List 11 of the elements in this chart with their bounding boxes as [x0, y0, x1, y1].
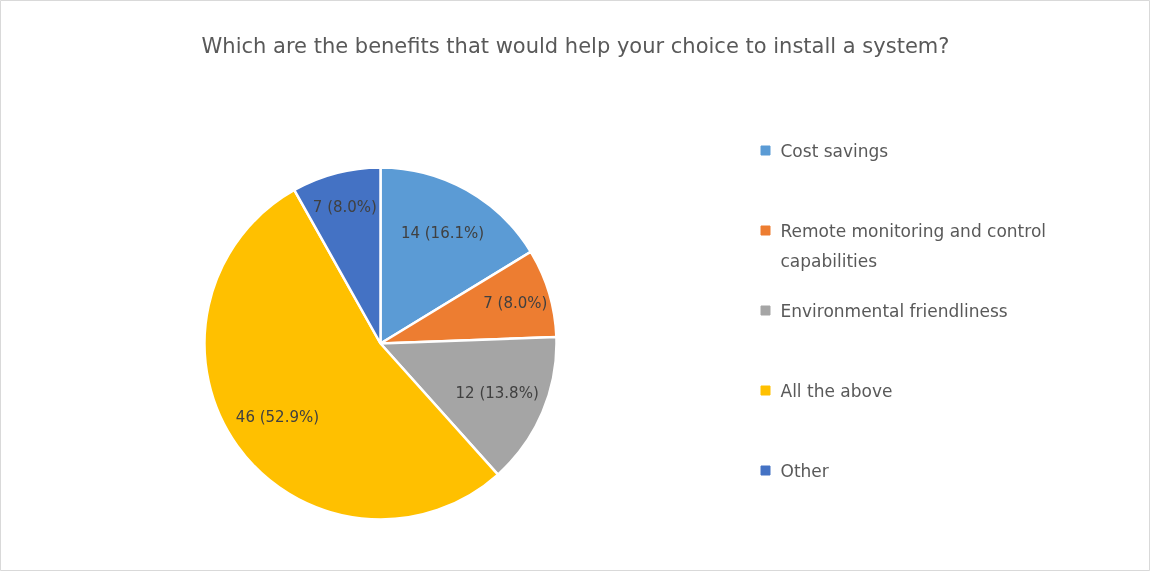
data-label: 12 (13.8%) [455, 384, 539, 403]
legend-label: Other [780, 460, 829, 481]
legend-label: All the above [780, 380, 893, 401]
data-label: 7 (8.0%) [312, 198, 377, 217]
data-label: 14 (16.1%) [400, 223, 485, 242]
legend-label: Remote monitoring and control capabilities [780, 220, 1047, 271]
legend-label: Cost savings [780, 140, 889, 161]
chart-title: Which are the benefits that would help your choice to install a system? [201, 33, 950, 58]
data-label: 46 (52.9%) [235, 408, 320, 427]
data-label: 7 (8.0%) [483, 293, 548, 312]
legend-label: Environmental friendliness [780, 300, 1008, 321]
